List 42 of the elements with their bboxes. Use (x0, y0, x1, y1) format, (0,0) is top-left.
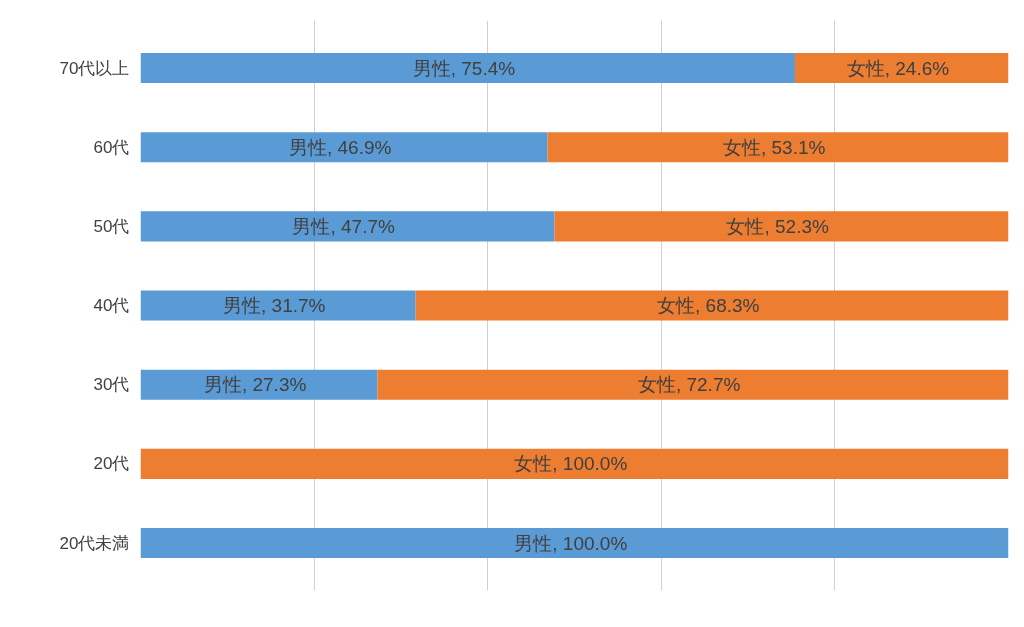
bar (140, 132, 548, 163)
data-label: , 75.4% (450, 57, 516, 79)
bar (377, 369, 1009, 400)
series-label: 男性 (203, 374, 242, 396)
y-tick-label: 50代 (93, 216, 130, 236)
text: 女性 (846, 57, 885, 79)
bar (547, 132, 1009, 163)
text: 男性 (514, 532, 553, 554)
y-tick-label: 30代 (93, 375, 130, 395)
text: 男性 (223, 295, 262, 316)
y-tick-label: 20代未満 (59, 533, 130, 553)
data-label: , 31.7% (261, 295, 326, 316)
bar (554, 211, 1009, 242)
bar (140, 211, 555, 242)
data-label: , 68.3% (695, 295, 760, 316)
bar (140, 448, 1009, 479)
bar (415, 290, 1009, 321)
text: 女性 (726, 215, 765, 237)
data-label: , 52.3% (764, 215, 830, 237)
y-tick-label: 20代 (93, 454, 130, 474)
text: 男性 (289, 136, 327, 158)
data-label: , 72.7% (675, 374, 741, 396)
bar (140, 52, 795, 84)
y-tick-label: 70代以上 (59, 58, 130, 78)
bar (140, 527, 1009, 559)
bar (140, 290, 416, 321)
data-label: , 46.9% (327, 136, 392, 158)
data-label: , 47.7% (330, 215, 396, 237)
text: 女性 (514, 453, 553, 475)
bar (140, 369, 378, 400)
text: 女性 (723, 136, 761, 158)
data-label: , 53.1% (761, 136, 826, 158)
text: 男性 (292, 215, 331, 237)
y-tick-label: 60代 (93, 137, 130, 157)
data-label: , 100.0% (552, 453, 628, 475)
data-label: , 27.3% (241, 374, 307, 396)
y-tick-label: 40代 (93, 296, 130, 315)
text: 女性 (657, 295, 696, 316)
data-label: , 100.0% (552, 532, 628, 554)
series-label: 女性 (637, 374, 676, 396)
data-label: , 24.6% (884, 57, 950, 79)
text: 男性 (412, 57, 451, 79)
